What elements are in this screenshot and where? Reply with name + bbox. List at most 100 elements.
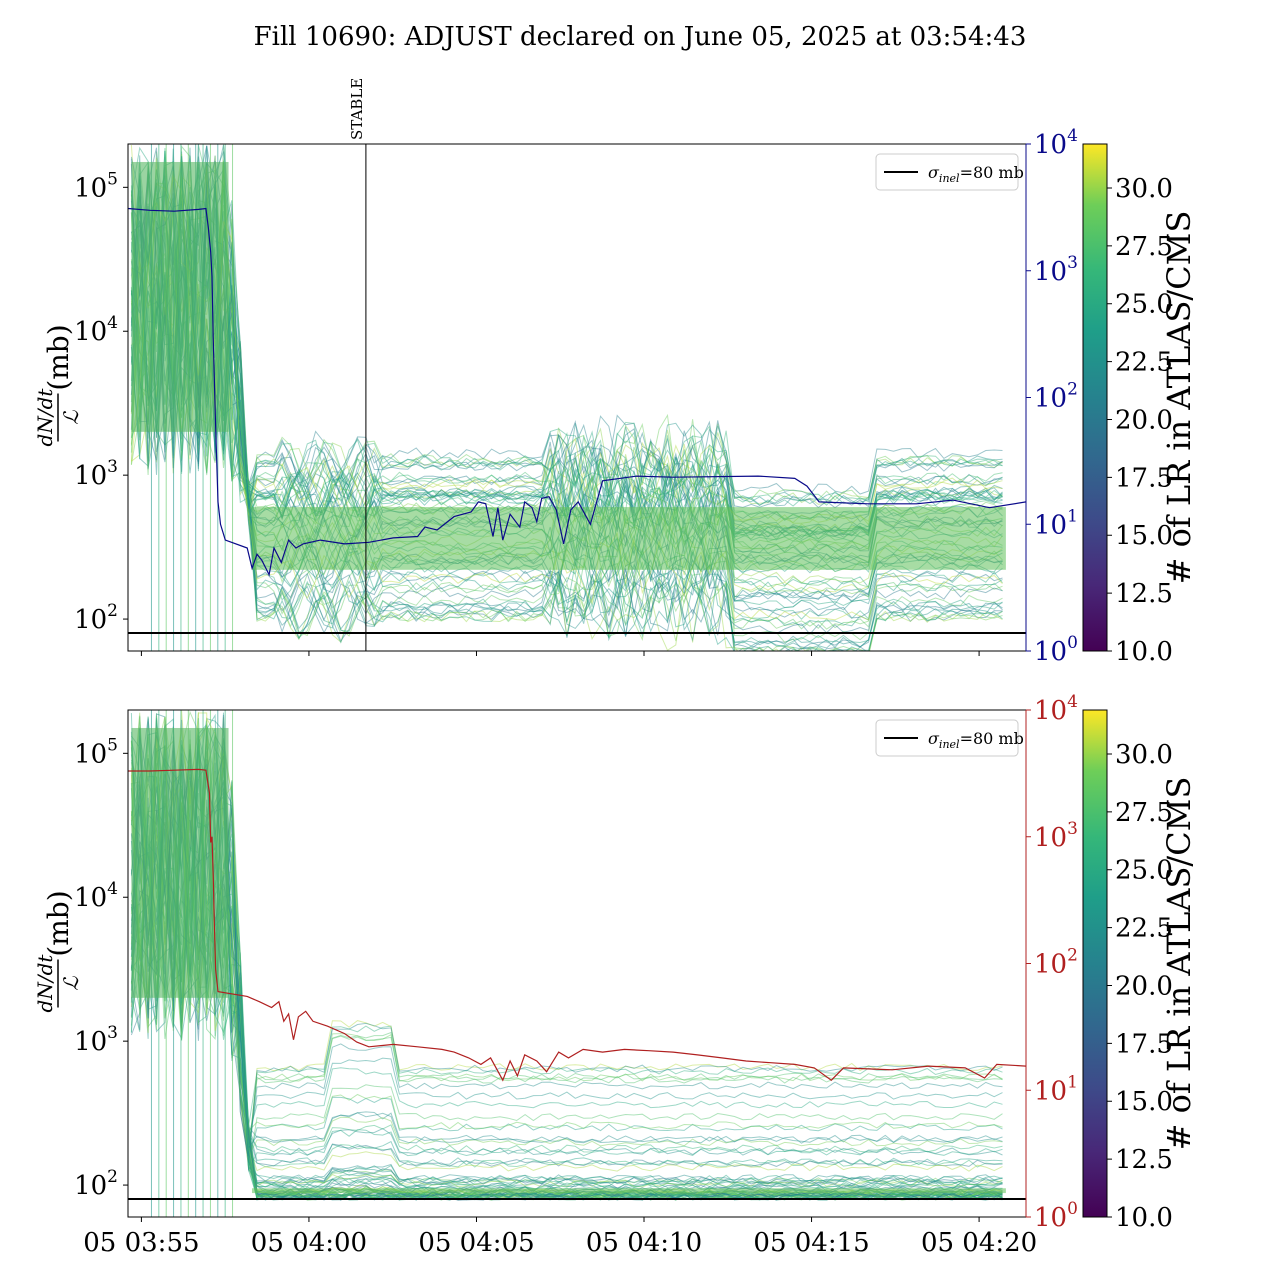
data-trace bbox=[130, 781, 1003, 1143]
right-series-line bbox=[128, 768, 1026, 1082]
figure-title: Fill 10690: ADJUST declared on June 05, … bbox=[254, 22, 1027, 52]
data-trace bbox=[130, 193, 1003, 509]
colorbar-tick-label: 10.0 bbox=[1115, 637, 1173, 667]
bottom-data-bundle bbox=[130, 710, 1006, 1217]
data-trace bbox=[130, 251, 1003, 643]
data-trace bbox=[130, 713, 1003, 1166]
colorbar-tick-label: 25.0 bbox=[1115, 290, 1173, 320]
x-tick-label: 05 04:20 bbox=[921, 1228, 1037, 1258]
y-label-group: dN/dt ℒ (mb) bbox=[33, 324, 83, 446]
data-band bbox=[251, 507, 1006, 570]
colorbar-tick-label: 30.0 bbox=[1115, 740, 1173, 770]
x-tick-label: 05 04:10 bbox=[586, 1228, 702, 1258]
right-tick-label: 102 bbox=[1034, 946, 1078, 980]
right-tick-label: 104 bbox=[1034, 126, 1078, 160]
colorbar-tick-label: 27.5 bbox=[1115, 232, 1173, 262]
top-right-series bbox=[128, 207, 1026, 577]
data-trace bbox=[130, 758, 1003, 1153]
data-trace bbox=[130, 712, 1003, 1196]
x-tick-label: 05 04:05 bbox=[418, 1228, 534, 1258]
y-label-denominator: ℒ bbox=[59, 410, 83, 425]
y-tick-label: 104 bbox=[74, 879, 118, 913]
data-trace bbox=[130, 168, 1003, 650]
data-trace bbox=[130, 162, 1003, 503]
right-tick-label: 104 bbox=[1034, 692, 1078, 726]
data-trace bbox=[130, 741, 1003, 1184]
data-trace bbox=[130, 735, 1003, 1200]
legend-label: σinel=80 mb bbox=[928, 729, 1024, 751]
data-trace bbox=[130, 165, 1003, 496]
data-trace bbox=[130, 728, 1003, 1200]
data-trace bbox=[130, 745, 1003, 1182]
data-trace bbox=[130, 741, 1003, 1199]
data-trace bbox=[130, 196, 1003, 651]
data-trace bbox=[130, 712, 1003, 1183]
top-panel: STABLE 102 103 104 105 100 101 102 103 104 dN/d… bbox=[33, 78, 1078, 667]
data-trace bbox=[130, 726, 1003, 1191]
y-label-numerator: dN/dt bbox=[33, 954, 57, 1013]
x-tick-label: 05 04:15 bbox=[753, 1228, 869, 1258]
colorbar-tick-label: 15.0 bbox=[1115, 521, 1173, 551]
data-trace bbox=[130, 719, 1003, 1187]
y-tick-label: 102 bbox=[74, 1167, 118, 1201]
colorbar-gradient bbox=[1082, 143, 1108, 652]
data-trace bbox=[130, 727, 1003, 1168]
top-x-axis bbox=[140, 651, 980, 656]
data-trace bbox=[130, 164, 1003, 647]
data-trace bbox=[130, 745, 1003, 1155]
data-band-early bbox=[131, 727, 229, 998]
y-label-denominator: ℒ bbox=[59, 976, 83, 991]
colorbar-tick-label: 22.5 bbox=[1115, 914, 1173, 944]
data-trace bbox=[130, 151, 1003, 630]
colorbar-gradient bbox=[1082, 709, 1108, 1218]
data-trace bbox=[130, 191, 1003, 517]
data-trace bbox=[130, 781, 1003, 1189]
data-trace bbox=[130, 762, 1003, 1163]
top-data-bundle bbox=[130, 144, 1006, 651]
right-series-line bbox=[128, 207, 1026, 577]
data-band-early bbox=[131, 161, 229, 432]
bottom-legend: σinel=80 mb bbox=[875, 719, 1024, 757]
colorbar-tick-label: 27.5 bbox=[1115, 798, 1173, 828]
right-tick-label: 103 bbox=[1034, 253, 1078, 287]
right-tick-label: 103 bbox=[1034, 819, 1078, 853]
data-trace bbox=[130, 805, 1003, 1173]
bottom-colorbar: 10.0 12.5 15.0 17.5 20.0 22.5 25.0 27.5 30.0 # of… bbox=[1082, 709, 1198, 1233]
data-trace bbox=[130, 740, 1003, 1201]
data-trace bbox=[130, 712, 1003, 1201]
y-tick-label: 103 bbox=[74, 1023, 118, 1057]
stable-marker: STABLE bbox=[348, 78, 367, 651]
data-trace bbox=[130, 177, 1003, 651]
colorbar-tick-label: 17.5 bbox=[1115, 463, 1173, 493]
y-label-group: dN/dt ℒ (mb) bbox=[33, 890, 83, 1012]
legend-box bbox=[875, 719, 1019, 757]
data-trace bbox=[130, 728, 1003, 1200]
legend-label: σinel=80 mb bbox=[928, 163, 1024, 185]
data-trace bbox=[131, 805, 1003, 1170]
data-trace bbox=[130, 203, 1003, 649]
y-tick-label: 105 bbox=[74, 735, 118, 769]
right-tick-label: 101 bbox=[1034, 506, 1078, 540]
data-trace bbox=[130, 712, 1003, 1188]
y-label-unit: (mb) bbox=[42, 890, 75, 956]
colorbar-tick-label: 25.0 bbox=[1115, 856, 1173, 886]
data-trace bbox=[130, 739, 1003, 1159]
colorbar-label: # of LR in ATLAS/CMS bbox=[1160, 777, 1198, 1151]
data-trace bbox=[130, 771, 1003, 1201]
x-tick-label: 05 04:00 bbox=[251, 1228, 367, 1258]
data-trace bbox=[130, 166, 1003, 635]
data-trace bbox=[130, 155, 1003, 651]
data-trace bbox=[131, 719, 1003, 1156]
data-trace bbox=[130, 161, 1003, 609]
data-trace bbox=[130, 745, 1003, 1168]
data-trace bbox=[130, 718, 1003, 1201]
data-trace bbox=[130, 171, 1003, 651]
top-right-axis: 100 101 102 103 104 bbox=[1025, 126, 1078, 667]
data-trace bbox=[130, 741, 1003, 1201]
data-trace bbox=[131, 184, 1003, 651]
colorbar-tick-label: 10.0 bbox=[1115, 1203, 1173, 1233]
colorbar-tick-label: 12.5 bbox=[1115, 579, 1173, 609]
right-tick-label: 100 bbox=[1034, 1199, 1078, 1233]
data-trace bbox=[130, 748, 1003, 1191]
